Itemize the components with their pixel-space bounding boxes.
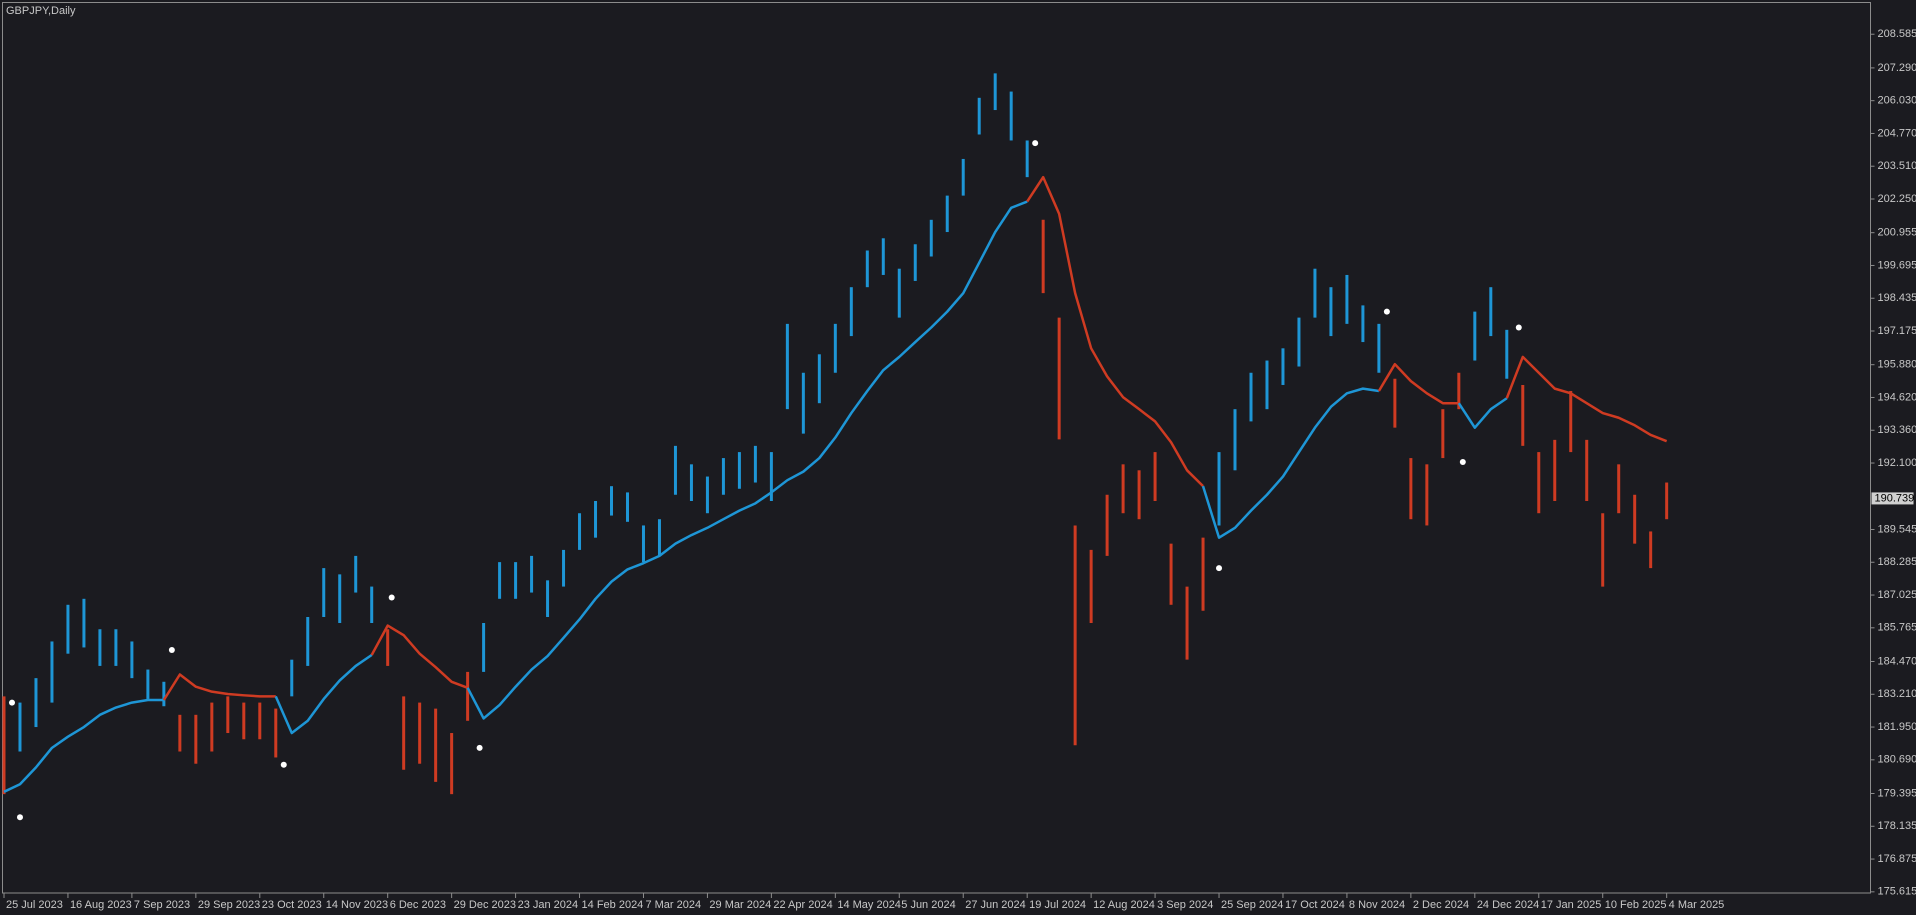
signal-dot — [168, 647, 175, 654]
y-tick-label: 188.285 — [1878, 556, 1916, 568]
y-tick-label: 197.175 — [1878, 325, 1916, 337]
signal-dot — [16, 814, 23, 821]
signal-dot — [280, 761, 287, 768]
x-tick-label: 7 Mar 2024 — [645, 899, 701, 911]
x-tick-label: 5 Jun 2024 — [901, 899, 955, 911]
x-tick-label: 23 Jan 2024 — [518, 899, 579, 911]
signal-dot — [1032, 140, 1039, 147]
plot-frame — [2, 2, 1871, 894]
x-tick-label: 17 Jan 2025 — [1541, 899, 1602, 911]
trend-line — [1457, 397, 1508, 429]
y-tick-label: 194.620 — [1878, 391, 1916, 403]
y-tick-label: 185.765 — [1878, 622, 1916, 634]
trend-line — [1201, 387, 1380, 539]
signal-dot — [8, 699, 15, 706]
signal-dot — [1459, 458, 1466, 465]
signal-dot — [1515, 324, 1522, 331]
x-tick-label: 19 Jul 2024 — [1029, 899, 1086, 911]
chart-title: GBPJPY,Daily — [6, 5, 76, 17]
x-tick-label: 23 Oct 2023 — [262, 899, 322, 911]
trend-line — [1505, 355, 1668, 443]
y-tick-label: 193.360 — [1878, 424, 1916, 436]
y-tick-label: 179.395 — [1878, 787, 1916, 799]
x-tick-label: 14 Nov 2023 — [326, 899, 388, 911]
y-tick-label: 178.135 — [1878, 820, 1916, 832]
x-tick-label: 4 Mar 2025 — [1669, 899, 1725, 911]
x-tick-label: 29 Sep 2023 — [198, 899, 260, 911]
y-tick-label: 199.695 — [1878, 259, 1916, 271]
x-tick-label: 6 Dec 2023 — [390, 899, 446, 911]
y-tick-label: 181.950 — [1878, 721, 1916, 733]
trend-line — [1377, 362, 1459, 405]
y-tick-label: 207.290 — [1878, 62, 1916, 74]
y-tick-label: 180.690 — [1878, 754, 1916, 766]
trend-line — [162, 673, 276, 701]
y-tick-label: 189.545 — [1878, 523, 1916, 535]
signal-dot — [1216, 565, 1223, 572]
y-tick-label: 176.875 — [1878, 853, 1916, 865]
x-tick-label: 22 Apr 2024 — [773, 899, 832, 911]
x-tick-label: 16 Aug 2023 — [70, 899, 132, 911]
y-tick-label: 204.770 — [1878, 127, 1916, 139]
x-tick-label: 25 Jul 2023 — [6, 899, 63, 911]
x-tick-label: 10 Feb 2025 — [1605, 899, 1667, 911]
signal-dot — [388, 594, 395, 601]
x-tick-label: 2 Dec 2024 — [1413, 899, 1469, 911]
x-tick-label: 14 May 2024 — [837, 899, 901, 911]
trend-line — [3, 698, 164, 793]
trend-line — [1026, 175, 1204, 488]
last-price-box — [1871, 492, 1914, 505]
y-tick-label: 184.470 — [1878, 655, 1916, 667]
y-tick-label: 192.100 — [1878, 457, 1916, 469]
x-tick-label: 14 Feb 2024 — [582, 899, 644, 911]
x-tick-label: 24 Dec 2024 — [1477, 899, 1539, 911]
y-tick-label: 187.025 — [1878, 589, 1916, 601]
y-tick-label: 200.955 — [1878, 227, 1916, 239]
signal-dot — [1383, 308, 1390, 315]
y-tick-label: 208.585 — [1878, 28, 1916, 40]
signal-dot — [476, 744, 483, 751]
trend-line — [370, 624, 469, 689]
x-tick-label: 7 Sep 2023 — [134, 899, 190, 911]
x-tick-label: 17 Oct 2024 — [1285, 899, 1345, 911]
x-tick-label: 8 Nov 2024 — [1349, 899, 1405, 911]
x-tick-label: 27 Jun 2024 — [965, 899, 1026, 911]
trend-line — [274, 653, 373, 735]
trend-line — [466, 200, 1028, 720]
y-tick-label: 183.210 — [1878, 688, 1916, 700]
x-tick-label: 29 Dec 2023 — [454, 899, 516, 911]
y-tick-label: 198.435 — [1878, 292, 1916, 304]
x-tick-label: 29 Mar 2024 — [709, 899, 771, 911]
y-tick-label: 195.880 — [1878, 359, 1916, 371]
y-tick-label: 206.030 — [1878, 95, 1916, 107]
y-tick-label: 202.250 — [1878, 193, 1916, 205]
x-tick-label: 25 Sep 2024 — [1221, 899, 1283, 911]
y-tick-label: 203.510 — [1878, 160, 1916, 172]
y-tick-label: 175.615 — [1878, 886, 1916, 898]
x-tick-label: 3 Sep 2024 — [1157, 899, 1213, 911]
last-price-label: 190.739 — [1875, 492, 1915, 504]
x-tick-label: 12 Aug 2024 — [1093, 899, 1155, 911]
